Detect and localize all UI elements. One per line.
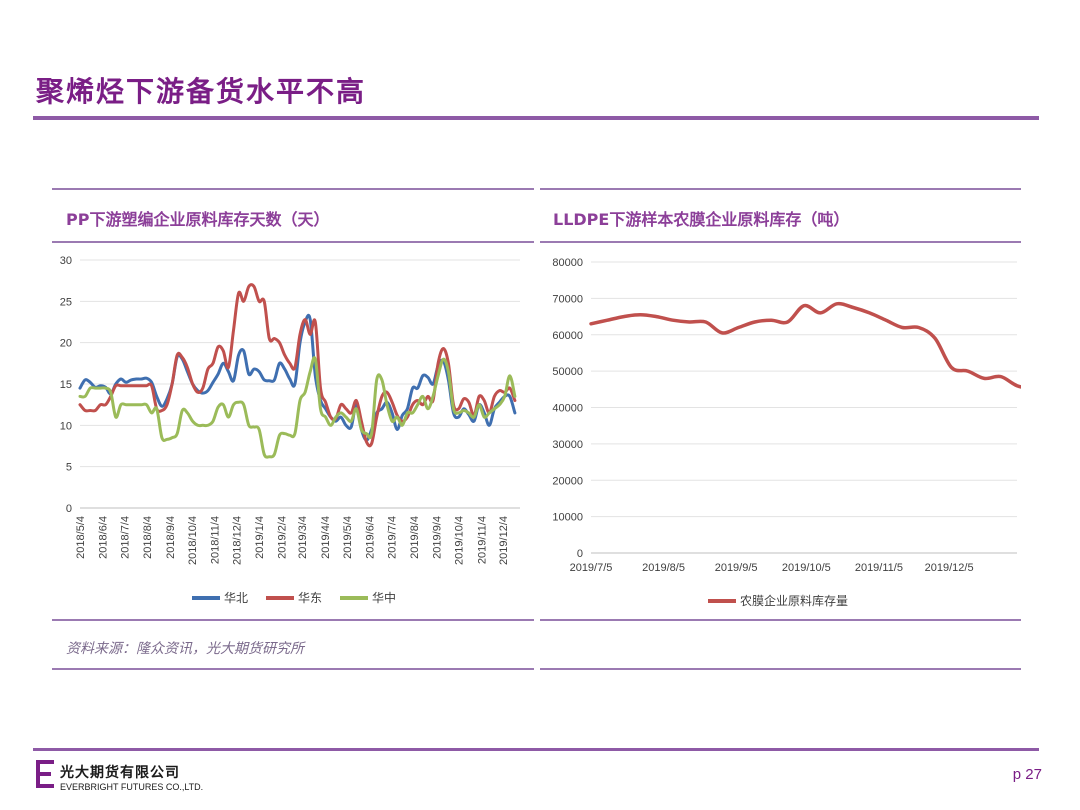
y-tick-label: 0 (66, 503, 72, 515)
y-tick-label: 80000 (552, 257, 583, 269)
x-tick-label: 2018/5/4 (75, 516, 87, 559)
x-tick-label: 2018/9/4 (165, 516, 177, 559)
page-number: p 27 (1012, 766, 1042, 783)
right-chart-title-rule (540, 241, 1021, 243)
legend-label: 农膜企业原料库存量 (740, 593, 848, 608)
x-tick-label: 2019/12/4 (498, 516, 510, 565)
page-title: 聚烯烃下游备货水平不高 (36, 75, 367, 108)
x-tick-label: 2019/10/5 (782, 562, 831, 574)
lldpe-chart-title: LLDPE下游样本农膜企业原料库存（吨） (553, 210, 850, 229)
series-line (78, 356, 517, 459)
x-tick-label: 2018/10/4 (187, 516, 199, 565)
company-logo-icon (36, 760, 54, 788)
y-tick-label: 25 (60, 296, 72, 308)
right-source-rule (540, 668, 1021, 670)
y-tick-label: 5 (66, 462, 72, 474)
x-tick-label: 2019/7/5 (570, 562, 613, 574)
x-tick-label: 2018/6/4 (98, 516, 110, 559)
y-tick-label: 60000 (552, 330, 583, 342)
y-tick-label: 15 (60, 379, 72, 391)
x-tick-label: 2019/11/5 (855, 562, 903, 574)
y-tick-label: 50000 (552, 366, 583, 378)
legend-label: 华中 (372, 590, 396, 605)
y-tick-label: 20 (60, 338, 72, 350)
footer-divider (33, 748, 1039, 751)
y-tick-label: 40000 (552, 403, 583, 415)
pp-chart-title: PP下游塑编企业原料库存天数（天） (66, 210, 330, 229)
source-note: 资料来源：隆众资讯，光大期货研究所 (66, 641, 304, 657)
lldpe-film-inventory-chart: 0 10000 20000 30000 40000 50000 60000 70000 8000… (552, 257, 1021, 608)
y-tick-label: 10 (60, 420, 72, 432)
legend-label: 华东 (298, 591, 322, 605)
x-tick-label: 2019/10/4 (454, 516, 466, 565)
x-tick-label: 2019/6/4 (364, 516, 376, 559)
company-name-cn: 光大期货有限公司 (60, 765, 180, 781)
title-divider (33, 116, 1039, 120)
x-tick-label: 2019/8/4 (409, 516, 421, 559)
left-chart-top-rule (52, 188, 534, 190)
company-name-en: EVERBRIGHT FUTURES CO.,LTD. (60, 782, 204, 792)
left-chart-title-rule (52, 241, 534, 243)
x-tick-label: 2019/8/5 (642, 562, 685, 574)
y-tick-label: 70000 (552, 293, 583, 305)
x-tick-label: 2018/8/4 (142, 516, 154, 559)
pp-inventory-days-chart: 0 5 10 15 20 25 30 2018/5/4 2018/6/4 2018/7/4 2018… (60, 255, 520, 605)
y-tick-label: 10000 (552, 512, 583, 524)
series-line (78, 283, 517, 448)
x-tick-label: 2018/7/4 (120, 516, 132, 559)
y-tick-label: 0 (577, 548, 583, 560)
x-tick-label: 2018/11/4 (209, 516, 221, 564)
x-tick-label: 2019/5/4 (342, 516, 354, 559)
x-tick-label: 2019/9/5 (715, 562, 758, 574)
x-tick-label: 2019/9/4 (432, 516, 444, 559)
right-chart-top-rule (540, 188, 1021, 190)
x-tick-label: 2019/4/4 (320, 516, 332, 559)
x-tick-label: 2018/12/4 (231, 516, 243, 565)
y-tick-label: 30000 (552, 439, 583, 451)
x-tick-label: 2019/3/4 (297, 516, 309, 559)
source-rule (52, 668, 534, 670)
x-tick-label: 2019/11/4 (476, 516, 488, 564)
right-chart-bottom-rule (540, 619, 1021, 621)
series-line (589, 301, 1021, 389)
y-tick-label: 20000 (552, 475, 583, 487)
left-chart-bottom-rule (52, 619, 534, 621)
y-tick-label: 30 (60, 255, 72, 267)
x-tick-label: 2019/12/5 (925, 562, 974, 574)
x-tick-label: 2019/1/4 (254, 516, 266, 559)
x-tick-label: 2019/7/4 (386, 516, 398, 559)
x-tick-label: 2019/2/4 (277, 516, 289, 559)
legend-label: 华北 (224, 591, 248, 605)
